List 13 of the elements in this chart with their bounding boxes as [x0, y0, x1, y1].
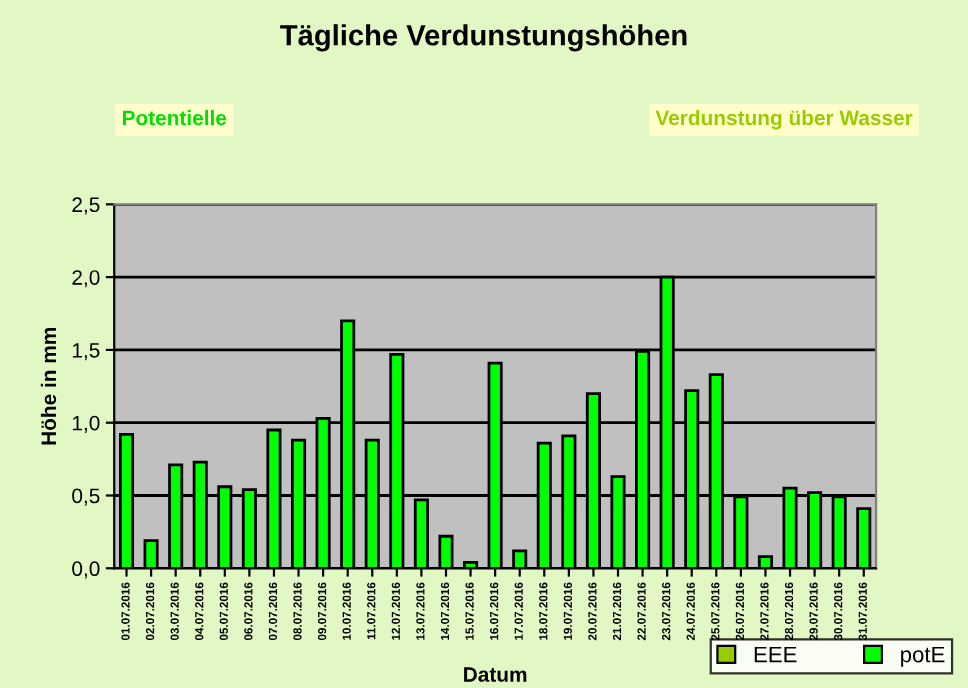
y-tick-label: 1,5 [72, 343, 100, 361]
text: Potentielle [122, 110, 227, 126]
y-tick-label: 0,0 [72, 561, 100, 579]
x-axis-title: Datum [464, 667, 527, 682]
y-tick-label: 2,0 [72, 270, 100, 288]
y-tick-label: 0,5 [72, 488, 100, 506]
chart-title: Tägliche Verdunstungshöhen [280, 24, 687, 52]
legend-label: potE [901, 646, 945, 667]
legend-label: EEE [754, 646, 797, 663]
y-tick-label: 2,5 [72, 197, 100, 215]
text: Verdunstung über Wasser [655, 109, 913, 130]
y-tick-label: 1,0 [72, 415, 100, 433]
y-axis-title: Höhe in mm [40, 327, 57, 445]
